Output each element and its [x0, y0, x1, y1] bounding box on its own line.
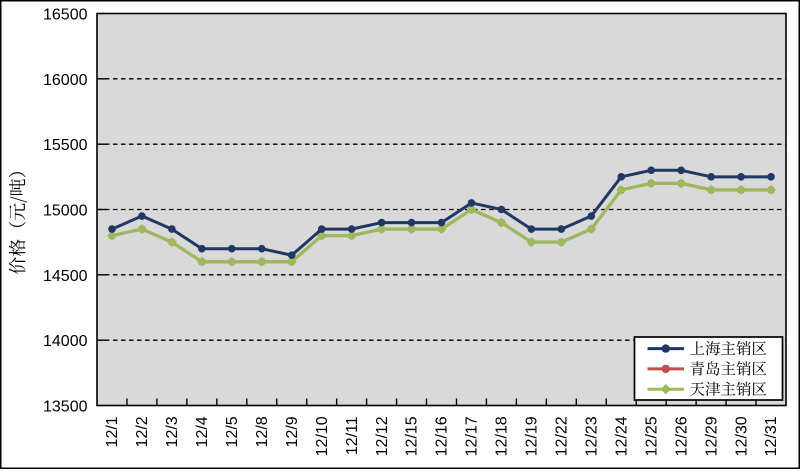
svg-text:12/11: 12/11: [344, 416, 361, 455]
svg-text:12/19: 12/19: [524, 416, 541, 456]
svg-text:12/3: 12/3: [164, 416, 181, 447]
svg-text:12/16: 12/16: [434, 416, 451, 456]
svg-text:16000: 16000: [43, 72, 88, 89]
svg-text:15500: 15500: [43, 137, 88, 154]
svg-text:12/29: 12/29: [703, 416, 720, 456]
svg-text:13500: 13500: [43, 399, 88, 416]
svg-text:12/26: 12/26: [673, 416, 690, 456]
svg-text:16500: 16500: [43, 7, 88, 24]
svg-text:12/10: 12/10: [314, 416, 331, 456]
svg-text:12/24: 12/24: [613, 416, 630, 456]
svg-text:15000: 15000: [43, 203, 88, 220]
svg-text:12/31: 12/31: [763, 416, 780, 456]
svg-text:12/2: 12/2: [134, 416, 151, 447]
svg-text:12/22: 12/22: [554, 416, 571, 456]
svg-text:14000: 14000: [43, 333, 88, 350]
svg-text:12/30: 12/30: [733, 416, 750, 456]
svg-text:12/17: 12/17: [464, 416, 481, 456]
svg-text:12/8: 12/8: [254, 416, 271, 447]
svg-text:12/12: 12/12: [374, 416, 391, 456]
svg-text:12/18: 12/18: [494, 416, 511, 456]
svg-text:12/25: 12/25: [643, 416, 660, 456]
svg-text:12/4: 12/4: [194, 416, 211, 447]
svg-text:12/1: 12/1: [104, 416, 121, 447]
svg-text:12/5: 12/5: [224, 416, 241, 447]
svg-text:12/23: 12/23: [583, 416, 600, 456]
svg-text:12/9: 12/9: [284, 416, 301, 447]
svg-text:14500: 14500: [43, 268, 88, 285]
svg-text:12/15: 12/15: [404, 416, 421, 456]
